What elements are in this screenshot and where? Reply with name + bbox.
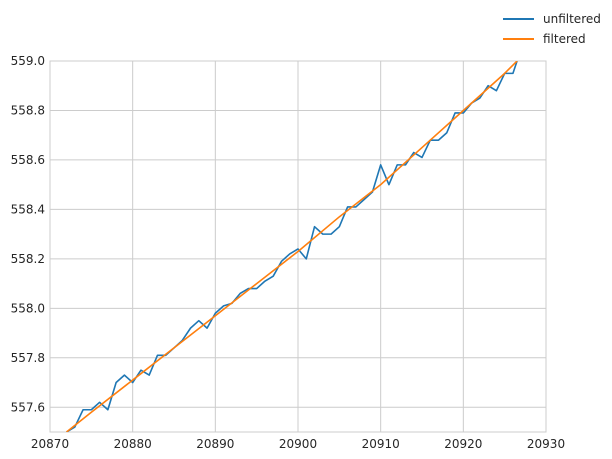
plot-area-frame [49,60,547,433]
x-tick-label: 20880 [114,437,152,451]
y-axis-ticks: 557.6 557.8 558.0 558.2 558.4 558.6 558.8 559.0 [11,54,45,414]
y-tick-label: 558.6 [11,153,45,167]
series-line-filtered [66,61,518,432]
legend: unfiltered filtered [503,12,601,46]
x-tick-label: 20870 [31,437,69,451]
y-tick-label: 557.8 [11,351,45,365]
x-tick-label: 20910 [362,437,400,451]
y-tick-label: 559.0 [11,54,45,68]
y-tick-label: 558.4 [11,202,45,216]
x-tick-label: 20930 [527,437,565,451]
legend-label-filtered: filtered [543,32,586,46]
x-axis-ticks: 20870 20880 20890 20900 20910 20920 20930 [31,437,565,451]
x-tick-label: 20890 [196,437,234,451]
legend-label-unfiltered: unfiltered [543,12,601,26]
y-tick-label: 557.6 [11,400,45,414]
series-layer [66,61,518,432]
y-tick-label: 558.8 [11,103,45,117]
y-tick-label: 558.0 [11,301,45,315]
y-tick-label: 558.2 [11,252,45,266]
series-line-unfiltered [66,61,518,432]
x-tick-label: 20900 [279,437,317,451]
x-tick-label: 20920 [444,437,482,451]
